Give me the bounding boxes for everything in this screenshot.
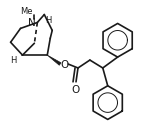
Text: H: H	[45, 16, 51, 25]
Text: Me: Me	[20, 7, 33, 16]
Polygon shape	[47, 55, 61, 65]
Text: H: H	[10, 56, 17, 65]
Text: O: O	[60, 60, 68, 70]
Text: N: N	[28, 18, 35, 28]
Text: O: O	[71, 85, 79, 95]
